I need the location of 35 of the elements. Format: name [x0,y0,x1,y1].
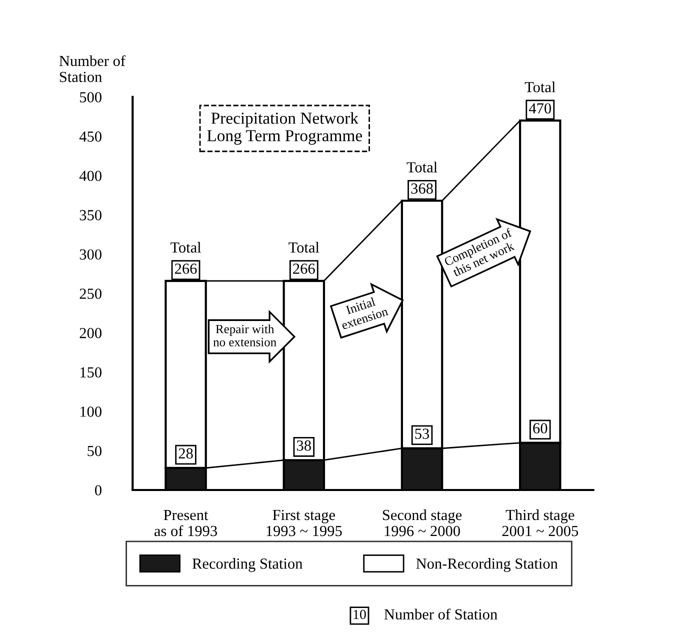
total-label: 470 [528,103,552,114]
total-label: 266 [174,264,197,274]
y-tick-label: 150 [80,367,102,378]
text: Number of Station [384,608,498,620]
y-axis-title: Number of Station [59,55,126,82]
text: 10 [354,610,366,620]
data-label: 28 [178,448,193,459]
y-tick-label: 50 [88,446,102,456]
data-label: 53 [415,428,430,439]
y-tick-label: 250 [80,288,102,299]
data-label: 38 [296,440,311,451]
y-tick-label: 100 [80,406,102,417]
total-label: 266 [293,264,315,274]
legend-label: Recording Station [192,558,303,572]
annotation: Total [406,162,438,172]
annotation: Repair with no extension [213,324,276,346]
y-tick-label: 500 [80,92,102,102]
y-tick-label: 350 [80,210,102,220]
annotation: Total [524,82,556,92]
x-tick-label: Present as of 1993 [154,510,217,536]
y-tick-label: 300 [80,249,102,260]
y-tick-label: 0 [95,485,102,496]
y-tick-label: 200 [80,328,102,338]
y-tick-label: 450 [79,131,102,142]
legend-label: Non-Recording Station [416,558,558,572]
annotation: Total [288,242,320,253]
total-label: 368 [411,183,433,194]
data-label: 60 [533,423,548,434]
x-tick-label: Third stage 2001 ~ 2005 [502,509,578,536]
x-tick-label: Second stage 1996 ~ 2000 [382,509,462,536]
x-tick-label: First stage 1993 ~ 1995 [266,510,342,536]
annotation: Total [170,242,202,253]
text: Precipitation Network Long Term Programme [207,112,362,145]
annotation: Initial extension [341,296,389,330]
y-tick-label: 400 [79,170,102,182]
